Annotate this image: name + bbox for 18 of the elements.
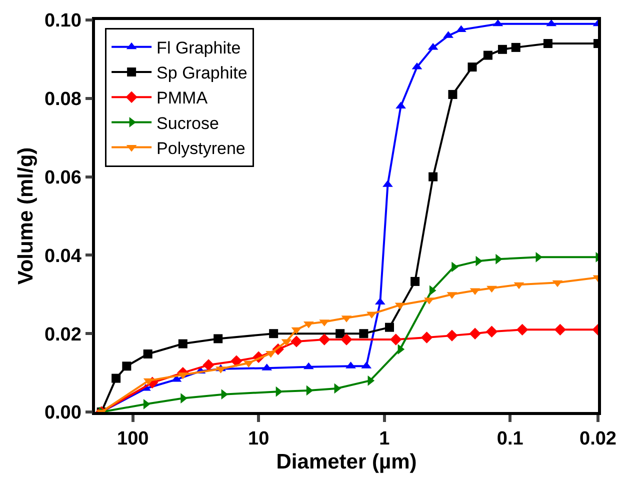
y-tick-label: 0.00 xyxy=(44,402,82,424)
y-tick-label: 0.02 xyxy=(44,324,82,346)
legend-label: Sucrose xyxy=(156,114,219,133)
y-tick-label: 0.04 xyxy=(44,246,82,267)
y-axis-title: Volume (ml/g) xyxy=(14,147,38,285)
legend-label: PMMA xyxy=(156,88,208,108)
legend-label: Sp Graphite xyxy=(156,64,248,83)
legend-label: Fl Graphite xyxy=(156,38,241,58)
x-axis-title: Diameter (µm) xyxy=(276,450,417,474)
x-tick-label: 10 xyxy=(248,428,270,450)
legend-label: Polystyrene xyxy=(156,138,246,158)
y-tick-label: 0.10 xyxy=(44,10,82,32)
y-tick-label: 0.06 xyxy=(44,167,82,188)
y-tick-label: 0.08 xyxy=(44,89,82,110)
x-tick-label: 100 xyxy=(117,428,149,450)
x-tick-label: 0.1 xyxy=(496,428,524,450)
x-tick-label: 0.02 xyxy=(580,428,616,450)
x-tick-label: 1 xyxy=(379,428,390,450)
